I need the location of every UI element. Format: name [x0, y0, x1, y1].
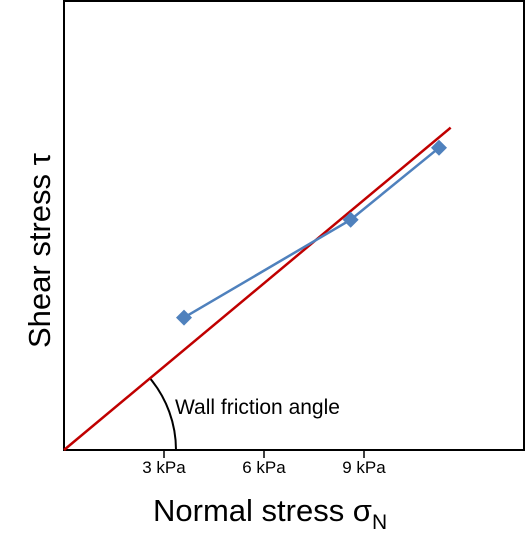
wall-friction-fit-line	[63, 126, 452, 451]
wall-friction-angle-arc	[149, 377, 177, 451]
y-axis-title: Shear stress τ	[22, 153, 57, 348]
x-axis-title: Normal stress σN	[153, 493, 387, 534]
measured-points	[176, 139, 447, 326]
x-ticks: 3 kPa 6 kPa 9 kPa	[142, 450, 386, 477]
x-axis-title-main: Normal stress σ	[153, 493, 372, 528]
x-tick-label: 9 kPa	[342, 458, 386, 477]
data-point-marker	[342, 211, 359, 228]
x-axis-title-subscript: N	[372, 511, 387, 534]
data-point-marker	[176, 309, 192, 326]
data-point-marker	[431, 139, 447, 156]
wall-friction-angle-label: Wall friction angle	[175, 396, 340, 419]
plot-frame	[63, 0, 525, 451]
measured-series-line	[183, 146, 440, 319]
x-tick-label: 3 kPa	[142, 458, 186, 477]
x-tick-label: 6 kPa	[242, 458, 286, 477]
